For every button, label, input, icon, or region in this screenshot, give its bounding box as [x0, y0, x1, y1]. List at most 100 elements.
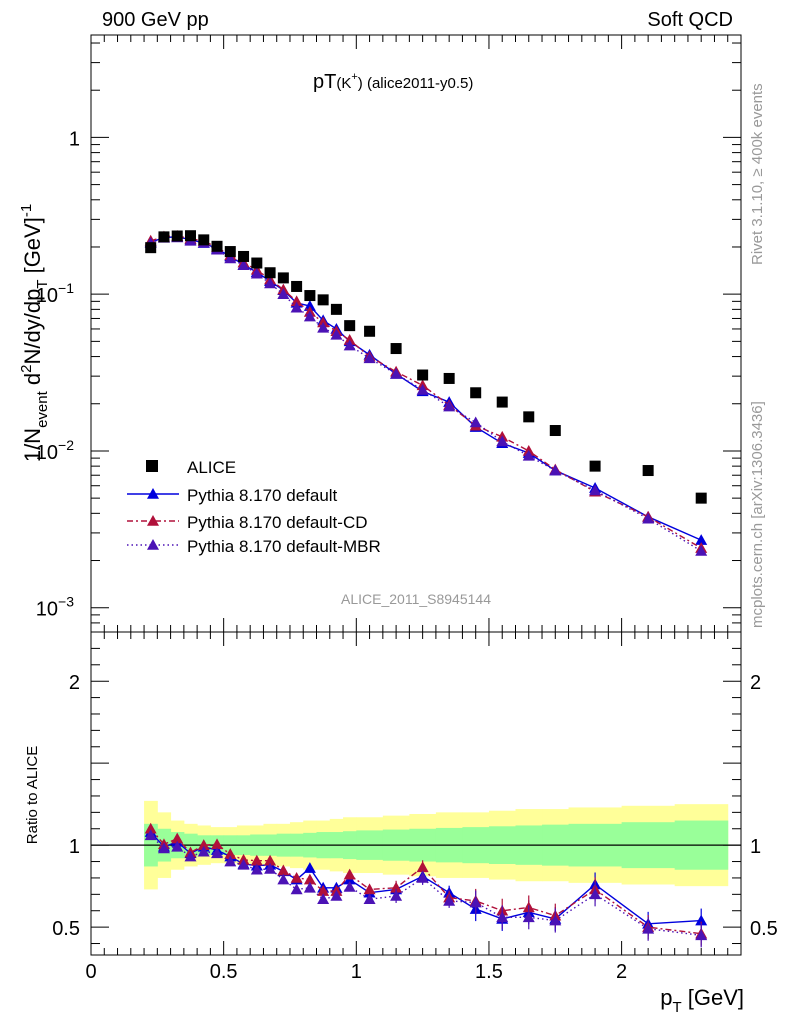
- point-data: [417, 369, 429, 381]
- header-category: Soft QCD: [647, 9, 733, 31]
- point-data: [277, 272, 289, 284]
- point-mbr: [330, 328, 343, 340]
- ratio-point-cd: [211, 838, 224, 850]
- point-mbr: [496, 435, 509, 447]
- point-data: [344, 320, 356, 332]
- point-mbr: [522, 449, 535, 461]
- ratio-point-mbr: [224, 855, 237, 867]
- mcplots-note: mcplots.cern.ch [arXiv:1306.3436]: [749, 401, 766, 628]
- ratio-y-tick-label-right: 1: [750, 836, 761, 858]
- point-data: [443, 372, 455, 384]
- ratio-point-cd: [171, 832, 184, 844]
- ratio-point-mbr: [250, 863, 263, 875]
- point-data: [523, 411, 535, 423]
- ratio-point-mbr: [589, 888, 602, 900]
- ratio-y-tick-label: 0.5: [52, 918, 80, 940]
- legend-label-data: ALICE: [187, 458, 236, 477]
- point-mbr: [224, 252, 237, 264]
- ratio-point-default: [695, 914, 708, 926]
- plot-title: pT(K+) (alice2011-y0.5): [313, 71, 473, 93]
- point-data: [390, 343, 402, 355]
- analysis-watermark: ALICE_2011_S8945144: [341, 591, 491, 607]
- legend-marker-default: [147, 488, 159, 499]
- ratio-point-cd: [343, 868, 356, 880]
- ratio-point-mbr: [496, 911, 509, 923]
- ratio-point-cd: [250, 854, 263, 866]
- ratio-point-mbr: [290, 883, 303, 895]
- point-mbr: [589, 484, 602, 496]
- x-tick-label: 1: [351, 961, 362, 983]
- point-data: [496, 396, 508, 408]
- ratio-point-cd: [390, 881, 403, 893]
- ratio-point-mbr: [277, 873, 290, 885]
- point-data: [291, 280, 303, 292]
- legend-marker-data: [146, 460, 158, 472]
- point-mbr: [443, 400, 456, 412]
- point-data: [364, 325, 376, 337]
- point-mbr: [343, 339, 356, 351]
- point-default: [303, 300, 316, 311]
- ratio-frame: [90, 631, 742, 956]
- point-data: [171, 230, 183, 242]
- ratio-point-mbr: [363, 893, 376, 905]
- point-data: [224, 246, 236, 258]
- point-mbr: [317, 321, 330, 333]
- y-tick-label: 10−1: [36, 280, 74, 307]
- ratio-point-cd: [197, 839, 210, 850]
- point-mbr: [642, 512, 655, 524]
- ratio-point-mbr: [443, 894, 456, 906]
- header-energy: 900 GeV pp: [102, 9, 209, 31]
- legend-label-default: Pythia 8.170 default: [187, 486, 338, 505]
- point-data: [304, 290, 316, 302]
- ratio-point-cd: [363, 883, 376, 895]
- ratio-point-cd: [277, 864, 290, 876]
- point-mbr: [416, 383, 429, 395]
- ratio-point-mbr: [184, 850, 197, 862]
- ratio-line-mbr: [150, 834, 702, 937]
- ratio-point-mbr: [264, 862, 277, 874]
- point-cd: [343, 334, 356, 345]
- point-data: [211, 240, 223, 252]
- ratio-point-cd: [290, 871, 303, 883]
- ratio-y-tick-label: 2: [69, 672, 80, 694]
- ratio-point-mbr: [211, 847, 224, 859]
- x-axis-label: pT [GeV]: [660, 985, 744, 1016]
- point-default: [695, 534, 708, 545]
- ratio-point-mbr: [642, 922, 655, 934]
- point-mbr: [237, 259, 250, 271]
- ratio-point-cd: [303, 873, 316, 885]
- point-mbr: [264, 277, 277, 289]
- y-tick-label: 10−3: [36, 594, 74, 621]
- ratio-point-mbr: [144, 829, 157, 841]
- ratio-point-mbr: [695, 929, 708, 941]
- x-tick-label: 1.5: [475, 961, 503, 983]
- ratio-point-mbr: [197, 845, 210, 857]
- point-data: [695, 492, 707, 504]
- rivet-note: Rivet 3.1.10, ≥ 400k events: [749, 83, 766, 265]
- x-tick-label: 0.5: [210, 961, 238, 983]
- point-data: [184, 230, 196, 242]
- ratio-point-mbr: [303, 881, 316, 893]
- ratio-point-mbr: [416, 871, 429, 883]
- main-y-axis-label: 1/Nevent d2N/dy/dpT [GeV]-1: [18, 204, 51, 462]
- legend: ALICE Pythia 8.170 default Pythia 8.170 de…: [127, 458, 381, 556]
- y-tick-label: 10−2: [36, 437, 74, 464]
- main-panel: 1 10−1 10−2 10−3: [36, 34, 742, 955]
- ratio-point-mbr: [237, 858, 250, 870]
- ratio-panel: 0 0.5 1 1.5 22 21 10.5 0.5: [52, 631, 778, 983]
- ratio-y-tick-label-right: 2: [750, 672, 761, 694]
- ratio-y-axis-label: Ratio to ALICE: [24, 746, 41, 844]
- ratio-point-mbr: [317, 893, 330, 905]
- point-data: [145, 242, 157, 254]
- ratio-point-cd: [317, 885, 330, 896]
- point-data: [158, 231, 170, 243]
- point-data: [549, 425, 561, 437]
- ratio-y-tick-label: 1: [69, 836, 80, 858]
- point-data: [330, 303, 342, 315]
- point-mbr: [549, 464, 562, 476]
- point-data: [470, 387, 482, 399]
- ratio-point-mbr: [330, 889, 343, 901]
- point-mbr: [277, 288, 290, 299]
- point-mbr: [290, 301, 303, 313]
